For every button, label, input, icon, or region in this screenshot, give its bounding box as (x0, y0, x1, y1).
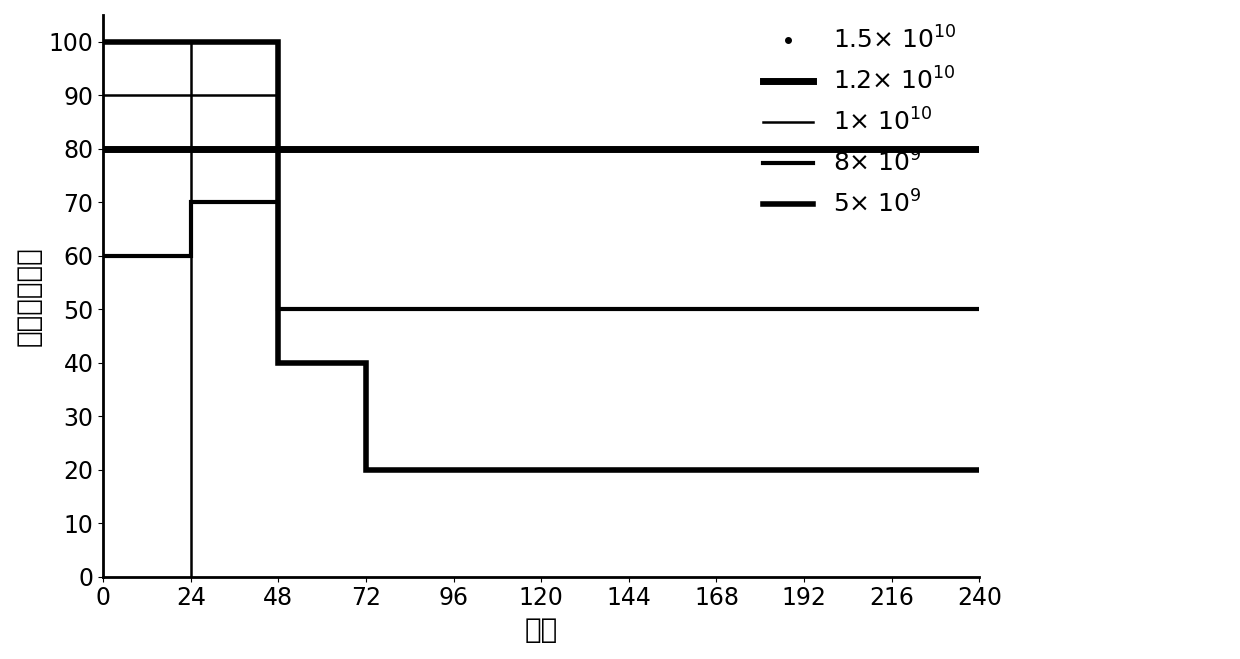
X-axis label: 时间: 时间 (525, 616, 558, 644)
Y-axis label: 百分比存活率: 百分比存活率 (15, 246, 43, 346)
Legend: 1.5× 10$^{10}$, 1.2× 10$^{10}$, 1× 10$^{10}$, 8× 10$^9$, 5× 10$^9$: 1.5× 10$^{10}$, 1.2× 10$^{10}$, 1× 10$^{… (753, 16, 967, 227)
